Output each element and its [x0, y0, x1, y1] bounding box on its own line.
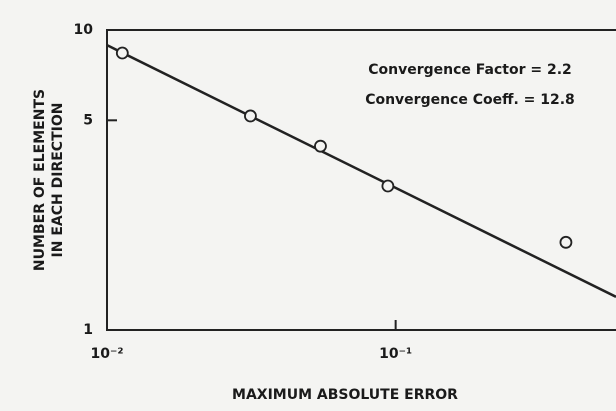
y-axis-label: IN EACH DIRECTION [50, 103, 66, 258]
data-point [244, 109, 257, 123]
data-point [314, 139, 327, 153]
annotation: Convergence Coeff. = 12.8 [365, 92, 575, 108]
x-tick-label: 10⁻² [90, 346, 123, 362]
x-axis-label: MAXIMUM ABSOLUTE ERROR [232, 387, 458, 403]
y-tick-label: 5 [83, 112, 93, 128]
annotation: Convergence Factor = 2.2 [368, 62, 572, 78]
fit-line [106, 44, 616, 298]
data-point [559, 235, 573, 249]
y-tick-label: 1 [83, 322, 93, 338]
data-point [115, 46, 129, 60]
data-point [381, 179, 395, 193]
y-axis-label: NUMBER OF ELEMENTS [32, 89, 48, 271]
plot-frame [106, 29, 616, 331]
x-tick-label: 10⁻¹ [379, 346, 412, 362]
y-tick-label: 10 [74, 22, 94, 38]
